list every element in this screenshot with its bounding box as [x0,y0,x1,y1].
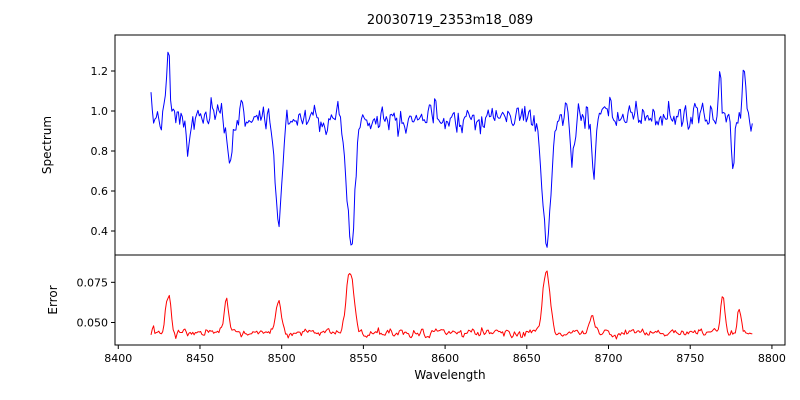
x-tick-label: 8400 [104,352,132,365]
chart-title: 20030719_2353m18_089 [366,13,534,28]
error-panel-spines [114,254,786,346]
y-tick-label: 1.0 [91,105,109,118]
x-tick-label: 8700 [595,352,623,365]
y-tick-label: 0.6 [91,185,109,198]
x-tick-label: 8500 [268,352,296,365]
x-tick-label: 8800 [758,352,786,365]
x-axis-label: Wavelength [414,368,486,382]
y-tick-label: 0.8 [91,145,109,158]
y-axis-label-spectrum: Spectrum [40,115,54,175]
x-tick-label: 8750 [676,352,704,365]
spectrum-panel-spines [114,34,786,256]
y-tick-label: 0.050 [77,317,109,330]
y-tick-label: 1.2 [91,65,109,78]
y-tick-label: 0.075 [77,276,109,289]
x-tick-label: 8650 [513,352,541,365]
x-tick-label: 8550 [349,352,377,365]
spectrum-line [150,51,753,248]
y-tick-label: 0.4 [91,225,109,238]
x-tick-label: 8450 [186,352,214,365]
error-line [150,270,753,340]
x-tick-label: 8600 [431,352,459,365]
y-axis-label-error: Error [46,285,60,315]
